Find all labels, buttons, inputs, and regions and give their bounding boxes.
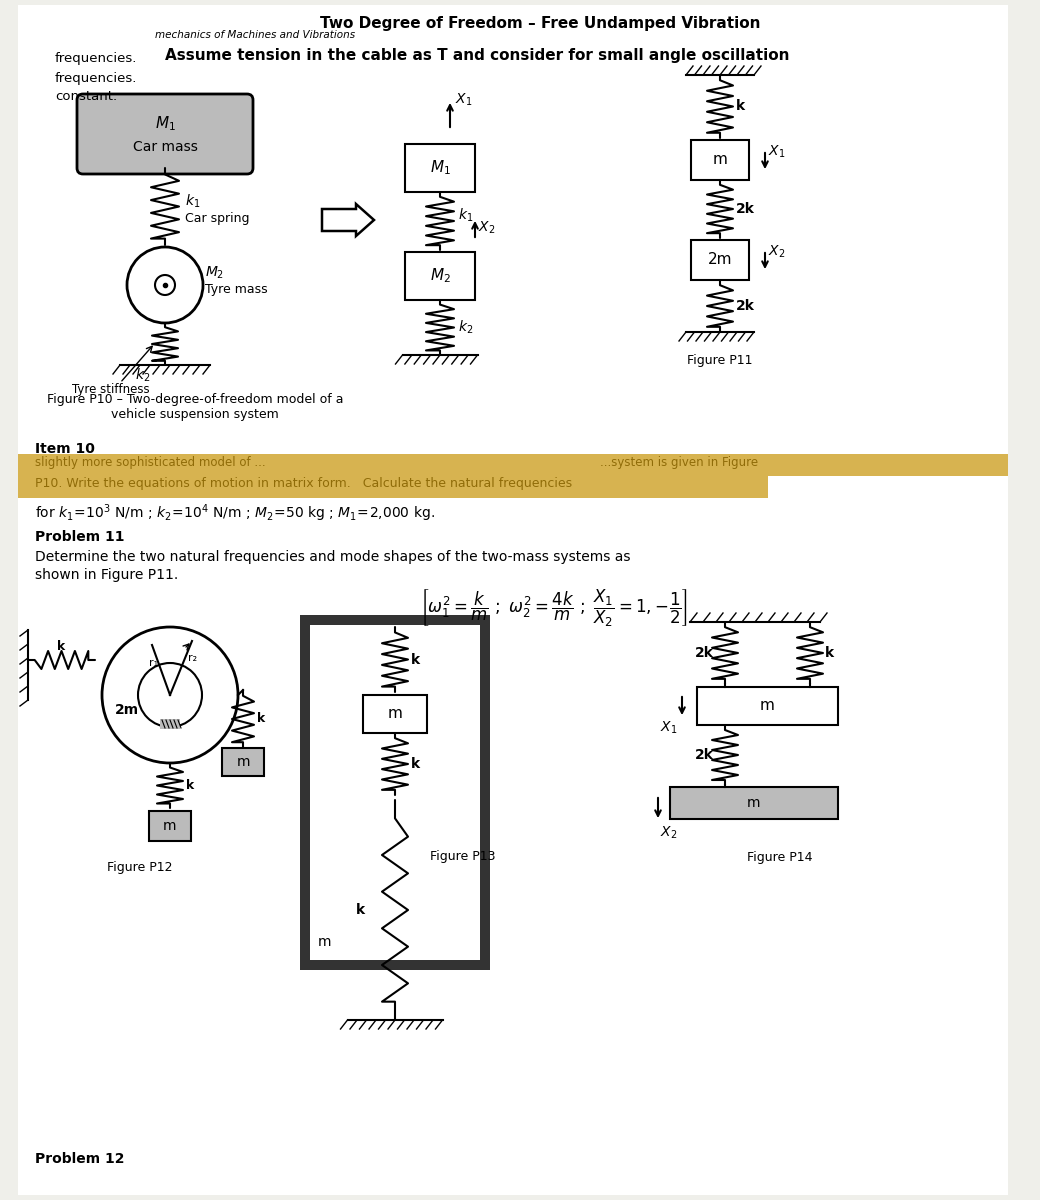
Text: constant.: constant.	[55, 90, 118, 103]
Text: m: m	[318, 935, 332, 949]
FancyBboxPatch shape	[222, 748, 264, 776]
Text: $k_1$: $k_1$	[458, 206, 473, 223]
Text: 2k: 2k	[695, 646, 713, 660]
Bar	[300, 614, 490, 970]
Text: m: m	[712, 152, 727, 168]
Bar	[405, 144, 475, 192]
Text: $k_1$: $k_1$	[185, 193, 201, 210]
Bar	[405, 252, 475, 300]
Bar	[18, 454, 1008, 476]
Text: Problem 11: Problem 11	[35, 530, 125, 544]
Text: k: k	[411, 757, 420, 770]
Text: k: k	[736, 100, 745, 114]
Text: Determine the two natural frequencies and mode shapes of the two-mass systems as: Determine the two natural frequencies an…	[35, 550, 630, 564]
Text: k: k	[186, 779, 194, 792]
Bar	[160, 719, 180, 728]
Text: r₂: r₂	[188, 653, 198, 662]
Text: k: k	[57, 640, 66, 653]
Text: slightly more sophisticated model of ...: slightly more sophisticated model of ...	[35, 456, 265, 469]
Text: Figure P10 – Two-degree-of-freedom model of a
vehicle suspension system: Figure P10 – Two-degree-of-freedom model…	[47, 392, 343, 421]
Text: $k_2$: $k_2$	[458, 319, 473, 336]
Text: Figure P14: Figure P14	[748, 851, 812, 864]
Text: Figure P11: Figure P11	[687, 354, 753, 367]
Text: m: m	[388, 707, 402, 721]
Bar	[691, 240, 749, 280]
Text: $X_1$: $X_1$	[659, 720, 677, 737]
Text: Figure P12: Figure P12	[107, 862, 173, 874]
Text: $M_1$: $M_1$	[155, 115, 176, 133]
Text: $X_1$: $X_1$	[768, 144, 785, 160]
Bar	[363, 695, 427, 733]
Bar	[670, 787, 838, 818]
Bar	[697, 686, 838, 725]
Text: Car mass: Car mass	[132, 140, 198, 154]
Text: Tyre stiffness: Tyre stiffness	[73, 384, 150, 396]
Text: Figure P13: Figure P13	[430, 850, 495, 863]
Text: 2k: 2k	[695, 748, 713, 762]
Text: $X_2$: $X_2$	[478, 220, 495, 236]
Text: for $k_1\!=\!10^3$ N/m ; $k_2\!=\!10^4$ N/m ; $M_2\!=\!50$ kg ; $M_1\!=\!2{,}000: for $k_1\!=\!10^3$ N/m ; $k_2\!=\!10^4$ …	[35, 502, 435, 523]
Text: ...system is given in Figure: ...system is given in Figure	[600, 456, 758, 469]
Text: 2m: 2m	[115, 703, 139, 716]
Text: $X_1$: $X_1$	[456, 91, 472, 108]
Text: m: m	[236, 755, 250, 769]
Text: k: k	[411, 653, 420, 666]
Bar	[310, 625, 480, 960]
Text: frequencies.: frequencies.	[55, 52, 137, 65]
Text: m: m	[760, 698, 775, 714]
Text: m: m	[163, 818, 177, 833]
Text: Car spring: Car spring	[185, 212, 250, 226]
Text: frequencies.: frequencies.	[55, 72, 137, 85]
Text: k: k	[257, 713, 265, 726]
Text: $X_2$: $X_2$	[660, 826, 677, 841]
Text: Two Degree of Freedom – Free Undamped Vibration: Two Degree of Freedom – Free Undamped Vi…	[319, 16, 760, 31]
Text: mechanics of Machines and Vibrations: mechanics of Machines and Vibrations	[155, 30, 355, 40]
Text: Tyre mass: Tyre mass	[205, 283, 267, 296]
Text: Item 10: Item 10	[35, 442, 95, 456]
Text: $M_2$: $M_2$	[430, 266, 450, 286]
Bar	[149, 811, 191, 841]
Text: shown in Figure P11.: shown in Figure P11.	[35, 568, 178, 582]
Text: k: k	[825, 646, 834, 660]
Text: P10. Write the equations of motion in matrix form.   Calculate the natural frequ: P10. Write the equations of motion in ma…	[35, 476, 572, 490]
FancyBboxPatch shape	[77, 94, 253, 174]
Text: $\left[\omega_1^2 = \dfrac{k}{m}\ ;\ \omega_2^2 = \dfrac{4k}{m}\ ;\ \dfrac{X_1}{: $\left[\omega_1^2 = \dfrac{k}{m}\ ;\ \om…	[420, 588, 688, 629]
Text: $k_2$: $k_2$	[135, 366, 150, 384]
Text: 2k: 2k	[736, 202, 755, 216]
Text: Problem 12: Problem 12	[35, 1152, 125, 1166]
Text: m: m	[748, 796, 760, 810]
Text: $M_2$: $M_2$	[205, 265, 225, 281]
Text: r₁: r₁	[149, 658, 158, 668]
Bar	[691, 140, 749, 180]
Text: 2k: 2k	[736, 299, 755, 313]
Text: $X_2$: $X_2$	[768, 244, 785, 260]
Text: k: k	[356, 902, 365, 917]
Bar	[18, 476, 768, 498]
Text: $M_1$: $M_1$	[430, 158, 450, 178]
Text: 2m: 2m	[708, 252, 732, 268]
Text: Assume tension in the cable as T and consider for small angle oscillation: Assume tension in the cable as T and con…	[165, 48, 789, 62]
FancyArrow shape	[322, 204, 374, 236]
